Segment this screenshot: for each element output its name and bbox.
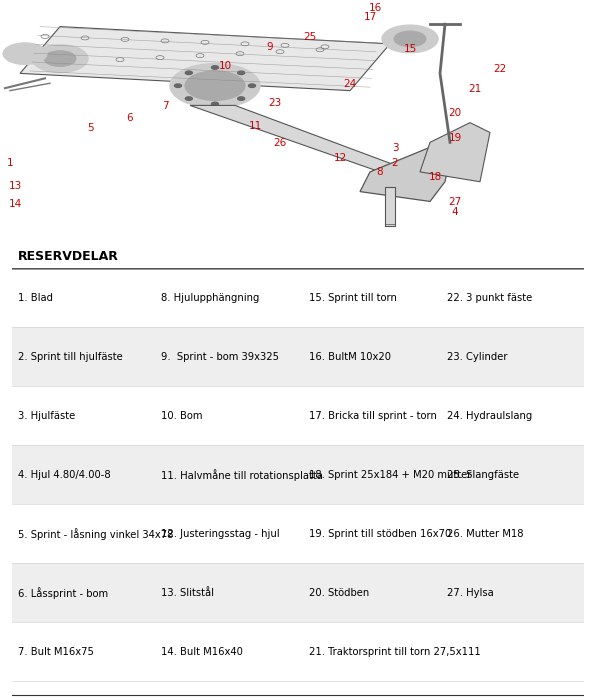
Text: 6: 6 — [127, 113, 134, 123]
Circle shape — [394, 31, 426, 47]
Text: 3: 3 — [392, 143, 398, 153]
Text: 14. Bult M16x40: 14. Bult M16x40 — [161, 647, 243, 657]
Text: 5: 5 — [86, 123, 94, 133]
Text: 3. Hjulfäste: 3. Hjulfäste — [18, 411, 75, 421]
Polygon shape — [20, 27, 390, 90]
Text: 6. Låssprint - bom: 6. Låssprint - bom — [18, 587, 108, 598]
Text: 22. 3 punkt fäste: 22. 3 punkt fäste — [447, 293, 532, 303]
Circle shape — [175, 84, 182, 88]
Text: 12. Justeringsstag - hjul: 12. Justeringsstag - hjul — [161, 528, 280, 539]
FancyBboxPatch shape — [12, 564, 584, 622]
Text: 12: 12 — [333, 153, 347, 162]
Text: 20. Stödben: 20. Stödben — [309, 588, 370, 598]
Circle shape — [170, 64, 260, 108]
Text: 17: 17 — [364, 12, 377, 22]
Text: 23. Cylinder: 23. Cylinder — [447, 352, 507, 362]
Circle shape — [238, 71, 245, 74]
Text: 24: 24 — [343, 78, 356, 89]
Text: 8: 8 — [377, 167, 383, 177]
Text: 5. Sprint - låsning vinkel 34x78: 5. Sprint - låsning vinkel 34x78 — [18, 528, 173, 540]
Polygon shape — [360, 147, 450, 202]
Text: 27. Hylsa: 27. Hylsa — [447, 588, 493, 598]
Text: 8. Hjulupphängning: 8. Hjulupphängning — [161, 293, 259, 303]
Text: 9.  Sprint - bom 39x325: 9. Sprint - bom 39x325 — [161, 352, 279, 362]
Text: 7: 7 — [162, 101, 168, 111]
Text: 20: 20 — [448, 108, 461, 118]
Text: 15. Sprint till torn: 15. Sprint till torn — [309, 293, 398, 303]
FancyBboxPatch shape — [12, 328, 584, 386]
Text: 22: 22 — [493, 64, 507, 74]
Circle shape — [185, 71, 245, 101]
Text: 16: 16 — [368, 4, 381, 13]
Text: 1: 1 — [7, 158, 13, 167]
Text: 13: 13 — [8, 181, 21, 191]
Text: 25: 25 — [303, 32, 316, 42]
Circle shape — [238, 97, 245, 100]
FancyBboxPatch shape — [12, 445, 584, 505]
Text: 11: 11 — [249, 120, 262, 131]
Text: 14: 14 — [8, 199, 21, 209]
Text: 11. Halvmåne till rotationsplatta: 11. Halvmåne till rotationsplatta — [161, 469, 322, 481]
Text: 15: 15 — [403, 44, 417, 55]
Text: RESERVDELAR: RESERVDELAR — [18, 250, 119, 262]
Text: 19: 19 — [448, 133, 462, 143]
Text: 2. Sprint till hjulfäste: 2. Sprint till hjulfäste — [18, 352, 122, 362]
Text: 21: 21 — [468, 84, 482, 94]
Circle shape — [185, 71, 193, 74]
Text: 16. BultM 10x20: 16. BultM 10x20 — [309, 352, 392, 362]
Text: 26: 26 — [274, 138, 287, 148]
Text: 24. Hydraulslang: 24. Hydraulslang — [447, 411, 532, 421]
Text: 13. Slitstål: 13. Slitstål — [161, 588, 214, 598]
Text: 7. Bult M16x75: 7. Bult M16x75 — [18, 647, 94, 657]
Text: 26. Mutter M18: 26. Mutter M18 — [447, 528, 523, 539]
Text: 19. Sprint till stödben 16x70: 19. Sprint till stödben 16x70 — [309, 528, 452, 539]
Polygon shape — [420, 122, 490, 182]
Circle shape — [212, 66, 219, 69]
Text: 10. Bom: 10. Bom — [161, 411, 202, 421]
Text: 23: 23 — [268, 99, 282, 108]
Circle shape — [32, 45, 88, 72]
Text: 25. Slangfäste: 25. Slangfäste — [447, 470, 519, 480]
Text: 27: 27 — [448, 197, 462, 207]
Polygon shape — [190, 106, 400, 172]
Text: 9: 9 — [266, 42, 274, 52]
Text: 21. Traktorsprint till torn 27,5x111: 21. Traktorsprint till torn 27,5x111 — [309, 647, 481, 657]
Bar — [385, 187, 395, 226]
Text: 4: 4 — [452, 206, 458, 217]
Text: 18: 18 — [429, 172, 442, 182]
Text: 17. Bricka till sprint - torn: 17. Bricka till sprint - torn — [309, 411, 437, 421]
Circle shape — [44, 50, 76, 66]
Text: 1. Blad: 1. Blad — [18, 293, 52, 303]
Circle shape — [3, 43, 47, 64]
Circle shape — [249, 84, 256, 88]
Text: 4. Hjul 4.80/4.00-8: 4. Hjul 4.80/4.00-8 — [18, 470, 110, 480]
Text: 10: 10 — [219, 62, 232, 71]
Circle shape — [382, 25, 438, 52]
Text: 18. Sprint 25x184 + M20 mutter: 18. Sprint 25x184 + M20 mutter — [309, 470, 472, 480]
Text: 2: 2 — [392, 158, 398, 167]
Circle shape — [185, 97, 193, 100]
Circle shape — [212, 102, 219, 106]
